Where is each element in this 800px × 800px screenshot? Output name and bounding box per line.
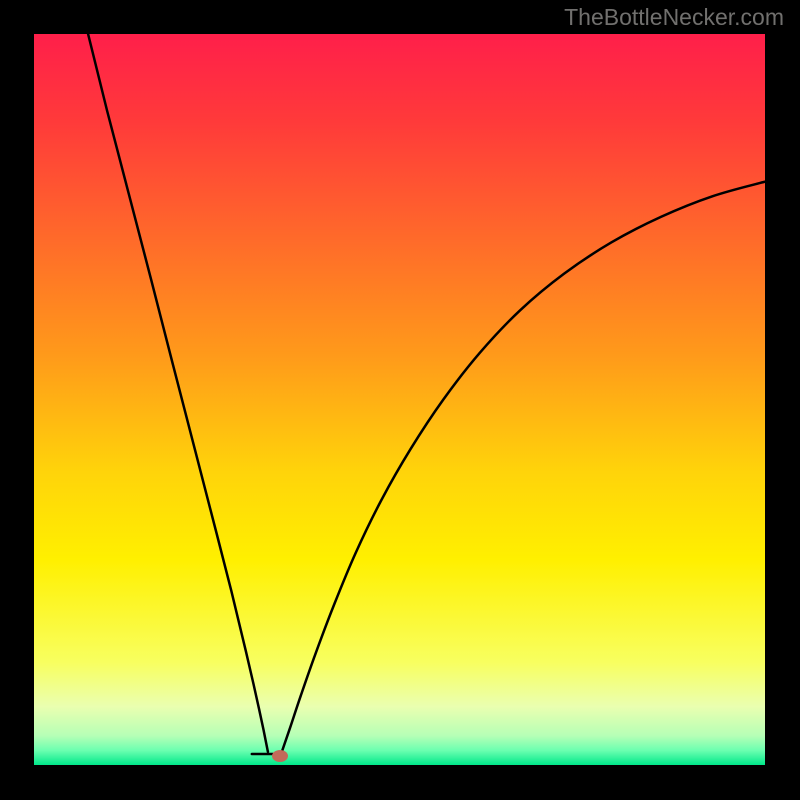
gradient-background: [34, 34, 765, 765]
chart-stage: TheBottleNecker.com: [0, 0, 800, 800]
optimum-marker: [272, 750, 288, 762]
plot-area: [34, 34, 765, 765]
watermark-text: TheBottleNecker.com: [564, 4, 784, 31]
